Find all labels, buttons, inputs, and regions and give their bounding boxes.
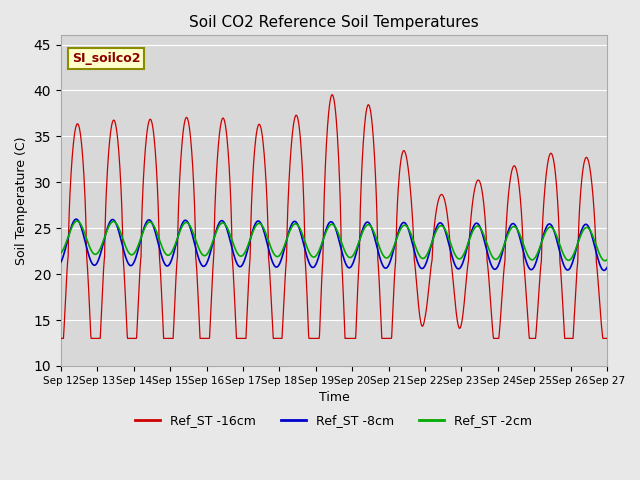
Y-axis label: Soil Temperature (C): Soil Temperature (C) [15, 136, 28, 265]
X-axis label: Time: Time [319, 391, 349, 404]
Legend: Ref_ST -16cm, Ref_ST -8cm, Ref_ST -2cm: Ref_ST -16cm, Ref_ST -8cm, Ref_ST -2cm [131, 409, 538, 432]
Title: Soil CO2 Reference Soil Temperatures: Soil CO2 Reference Soil Temperatures [189, 15, 479, 30]
Text: SI_soilco2: SI_soilco2 [72, 52, 140, 65]
